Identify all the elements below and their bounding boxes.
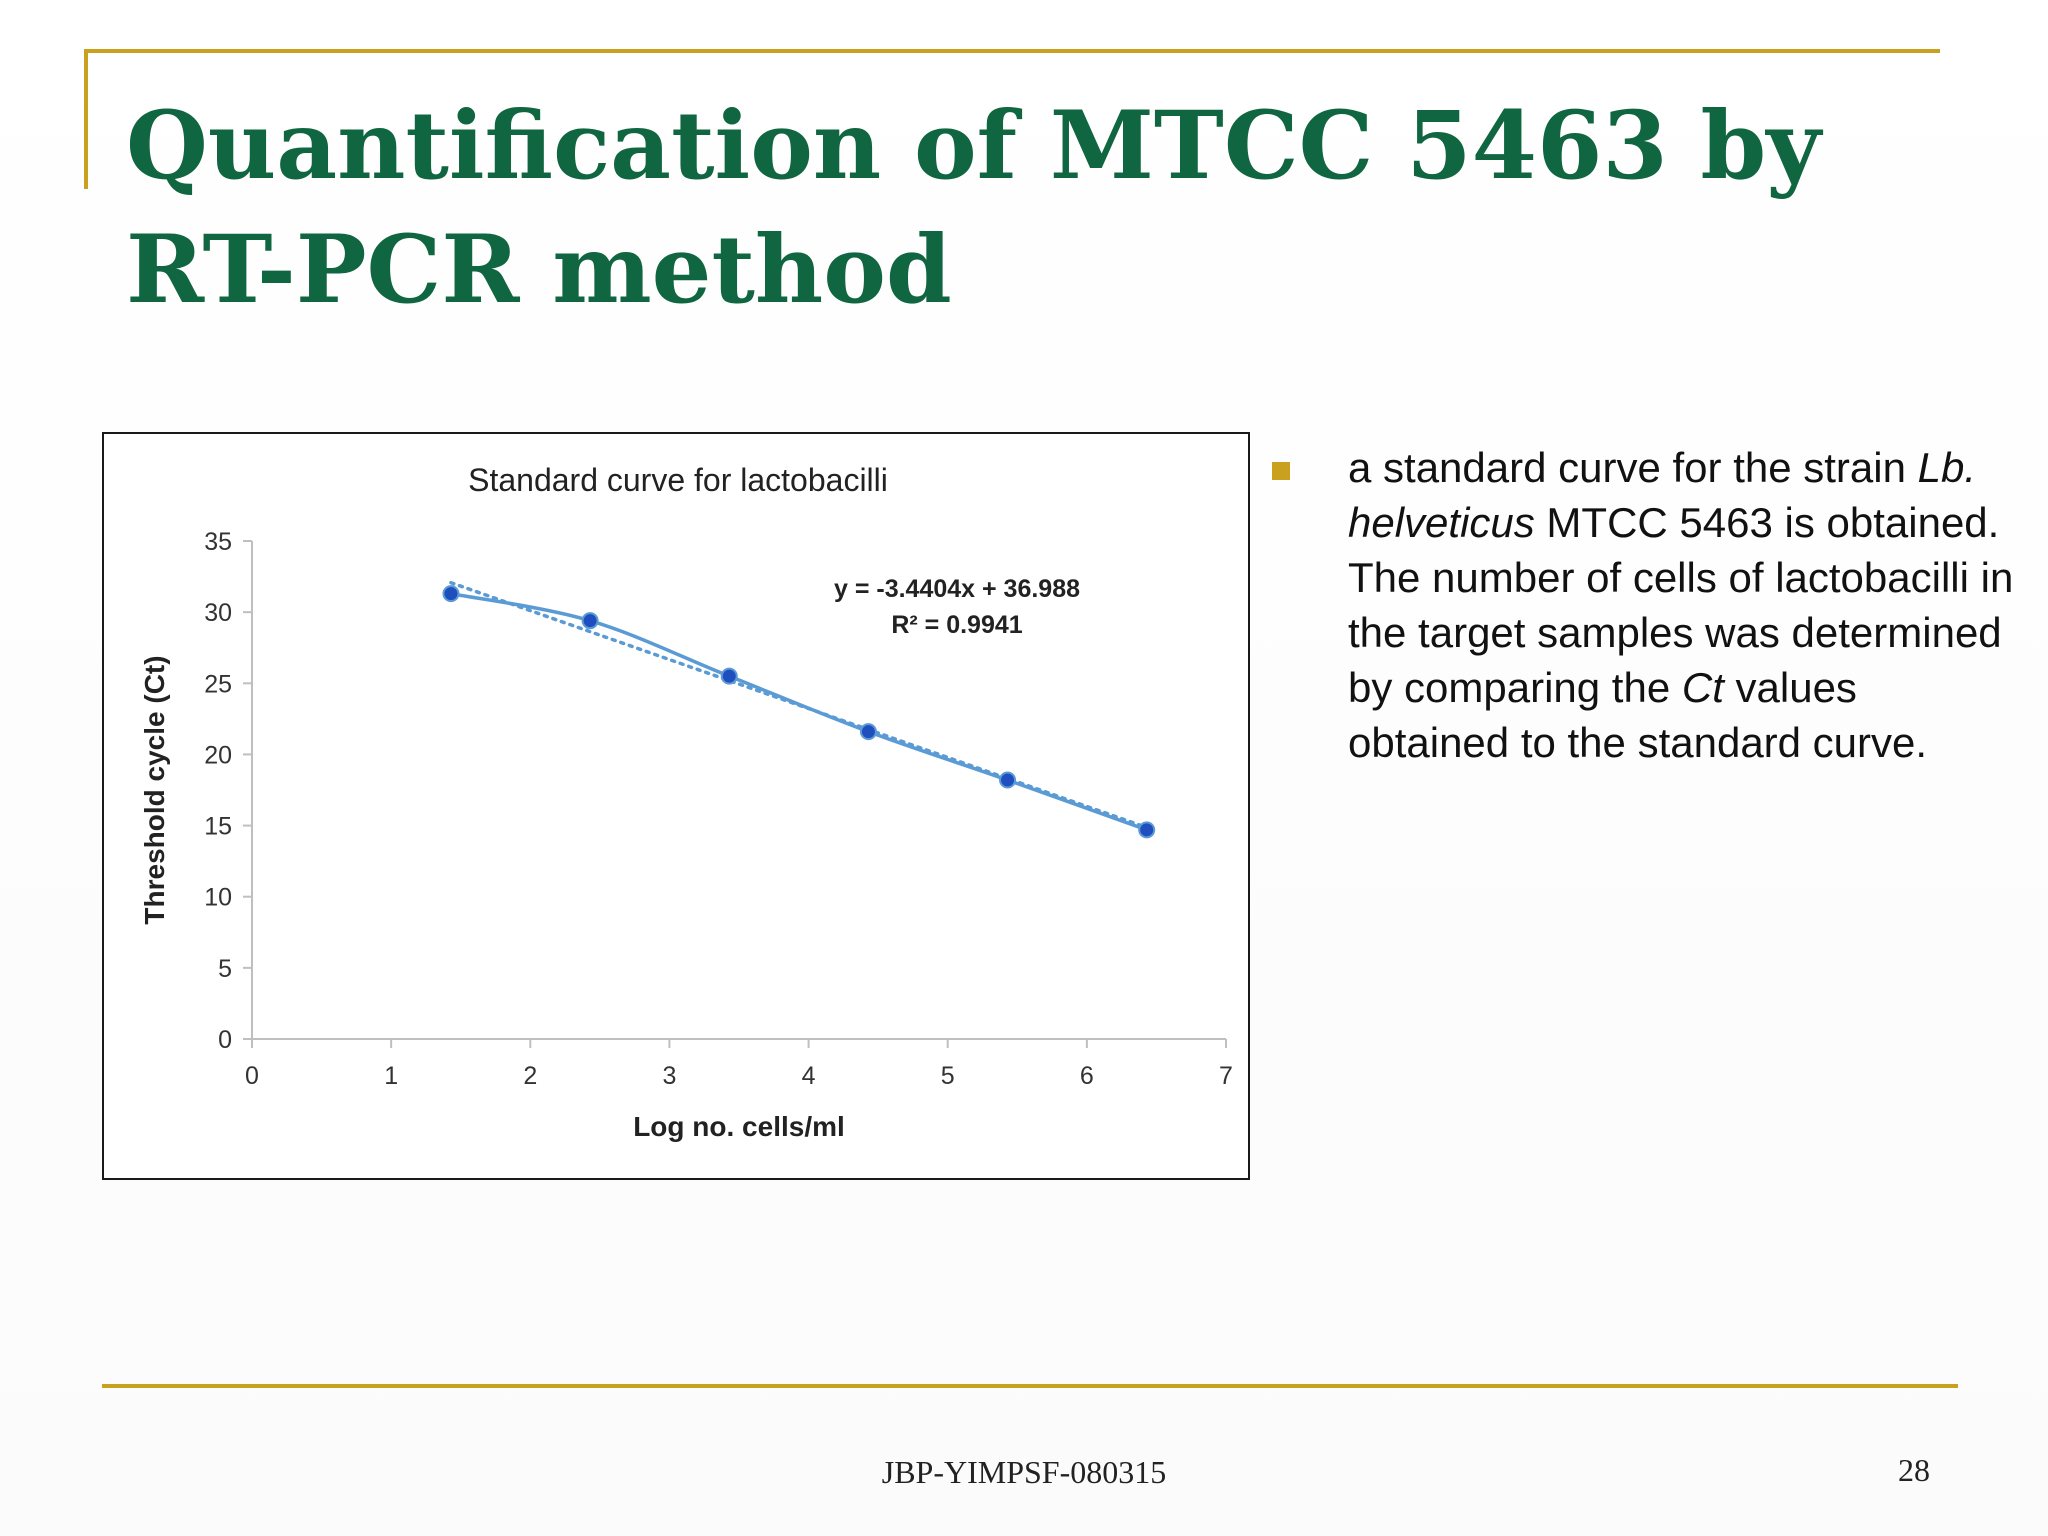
x-tick-label: 7 [1219,1062,1233,1090]
slide-title: Quantification of MTCC 5463 by RT-PCR me… [126,91,1821,325]
y-tick-label: 0 [218,1026,232,1054]
bottom-accent-rule [102,1384,1958,1388]
y-tick-label: 5 [218,955,232,983]
x-tick-label: 0 [245,1062,259,1090]
x-tick-label: 3 [662,1062,676,1090]
axis-ticks: 0 5 10 15 20 25 30 35 0 1 2 3 4 5 6 7 [204,528,1233,1090]
top-accent-rule [84,49,1940,53]
x-tick-label: 4 [802,1062,816,1090]
y-axis-label: Threshold cycle (Ct) [139,655,170,924]
data-point [442,585,460,603]
x-tick-label: 6 [1080,1062,1094,1090]
bullet-text-part: a standard curve for the strain [1348,444,1918,491]
y-tick-label: 20 [204,741,232,769]
ct-term: Ct [1681,664,1724,711]
x-axis-label: Log no. cells/ml [633,1111,845,1142]
left-accent-rule [84,49,88,189]
standard-curve-chart: Standard curve for lactobacilli 05101520… [139,462,1233,1142]
species-name: Lb. helveticus [1348,444,1977,546]
bullet-text-part: MTCC 5463 is obtained. The number of cel… [1348,499,2014,711]
y-tick-label: 35 [204,528,232,556]
chart-title: Standard curve for lactobacilli [468,462,888,498]
data-series [442,585,1156,839]
footer-text: JBP-YIMPSF-080315 [881,1454,1167,1490]
bullet-text: a standard curve for the strain Lb. helv… [1348,440,2028,770]
y-tick-label: 10 [204,884,232,912]
r-squared-label: R² = 0.9941 [891,611,1022,639]
bullet-text-part: values obtained to the standard curve. [1348,664,1928,766]
data-point [720,667,738,685]
chart-container: Standard curve for lactobacilli 0 5 10 15 20… [102,432,1250,1180]
y-tick-label: 25 [204,670,232,698]
data-point [1138,821,1156,839]
series-line [450,591,1148,832]
data-point [859,723,877,741]
bullet-marker [1272,462,1290,480]
equation-label: y = -3.4404x + 36.988 [834,575,1080,603]
y-tick-label: 30 [204,599,232,627]
data-point [581,612,599,630]
data-point [999,771,1017,789]
x-tick-label: 5 [941,1062,955,1090]
page-number: 28 [1898,1452,1930,1488]
x-tick-label: 1 [384,1062,398,1090]
x-tick-label: 2 [523,1062,537,1090]
y-tick-label: 15 [204,813,232,841]
